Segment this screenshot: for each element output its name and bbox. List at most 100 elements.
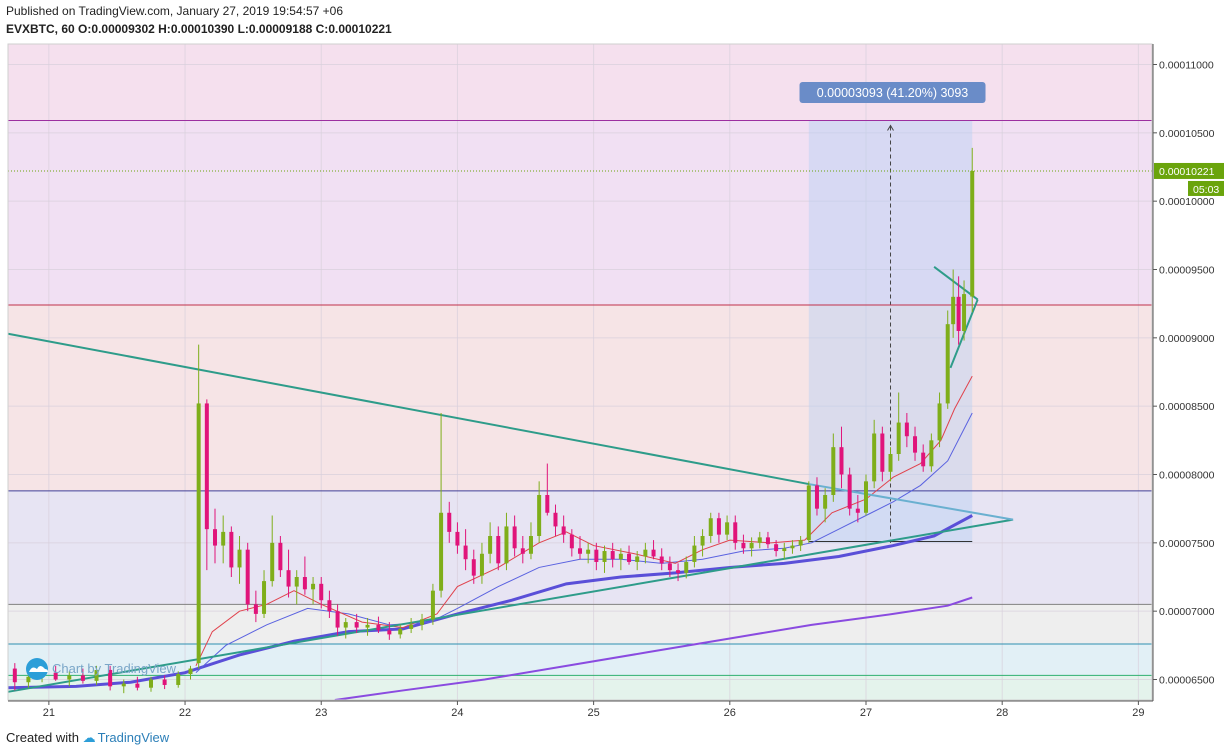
candle-body xyxy=(135,683,140,688)
y-tick-label: 0.00010000 xyxy=(1159,196,1215,208)
candle-down xyxy=(627,545,632,565)
watermark-text: Chart by TradingView xyxy=(52,661,177,676)
measure-arrowhead xyxy=(887,124,894,131)
x-tick-label: 27 xyxy=(860,707,872,719)
candle-body xyxy=(504,526,509,564)
candle-body xyxy=(53,672,58,680)
candle-body xyxy=(496,536,501,564)
trendline[interactable] xyxy=(808,483,1014,521)
candle-body xyxy=(700,536,705,546)
candle-body xyxy=(913,436,918,453)
candle-down xyxy=(520,536,525,564)
candle-up xyxy=(643,542,648,564)
candle-up xyxy=(692,536,697,568)
candle-body xyxy=(847,474,852,509)
ma-thick-line xyxy=(7,514,973,690)
candle-up xyxy=(864,474,868,516)
candle-body xyxy=(888,454,893,472)
candle-body xyxy=(471,559,476,576)
candle-body xyxy=(814,485,819,509)
candle-body xyxy=(676,570,681,573)
candle-up xyxy=(806,481,811,543)
candle-up xyxy=(635,551,640,571)
candle-up xyxy=(586,542,591,564)
candle-up xyxy=(962,280,967,341)
candle-up xyxy=(430,583,435,625)
candle-down xyxy=(253,590,258,623)
candle-body xyxy=(512,526,517,549)
candle-up xyxy=(700,529,705,557)
candle-down xyxy=(733,515,738,550)
candle-body xyxy=(956,296,961,331)
candle-body xyxy=(951,296,956,325)
candle-body xyxy=(684,561,689,573)
candle-body xyxy=(823,495,828,509)
candle-body xyxy=(520,548,525,554)
trendline-layer[interactable] xyxy=(7,265,1014,693)
candle-up xyxy=(488,522,493,564)
x-tick-label: 29 xyxy=(1132,707,1144,719)
candle-body xyxy=(937,403,942,441)
candle-up xyxy=(757,531,762,549)
candle-body xyxy=(872,433,877,482)
candle-up xyxy=(823,488,828,523)
x-tick-label: 25 xyxy=(587,707,599,719)
candle-down xyxy=(765,531,770,549)
candle-body xyxy=(196,403,201,664)
candle-down xyxy=(839,426,844,489)
candle-up xyxy=(749,537,754,557)
price-axis[interactable]: 0.00006500 0.00007000 0.00007500 0.00008000… xyxy=(1153,60,1224,687)
candle-up xyxy=(365,618,370,636)
measure-label-bg xyxy=(799,82,986,103)
y-tick-label: 0.00006500 xyxy=(1159,675,1215,687)
candle-body xyxy=(782,548,787,552)
candle-up xyxy=(504,512,509,571)
ohlc-header: EVXBTC, 60 O:0.00009302 H:0.00010390 L:0… xyxy=(6,22,392,36)
measure-label: 0.00003093 (41.20%) 3093 xyxy=(817,86,969,100)
symbol-label: EVXBTC, 60 xyxy=(6,22,75,36)
candle-body xyxy=(278,542,283,571)
candle-up xyxy=(188,665,193,680)
y-tick-label: 0.00007000 xyxy=(1159,606,1215,618)
candle-body xyxy=(463,545,468,560)
candle-down xyxy=(904,413,909,448)
zone-layer xyxy=(8,44,1152,700)
candle-down xyxy=(496,526,501,571)
y-tick-label: 0.00010500 xyxy=(1159,128,1215,140)
x-tick-label: 28 xyxy=(996,707,1008,719)
candle-up xyxy=(929,433,934,472)
candle-body xyxy=(409,624,414,629)
candle-body xyxy=(176,674,181,685)
candle-down xyxy=(447,501,452,543)
candle-body xyxy=(149,679,153,688)
candle-up xyxy=(270,515,275,587)
y-tick-label: 0.00011000 xyxy=(1159,60,1214,72)
low-label: L: xyxy=(237,22,249,36)
candle-body xyxy=(945,324,950,404)
x-tick-label: 23 xyxy=(315,707,327,719)
candle-up xyxy=(782,542,787,560)
footer-brand[interactable]: TradingView xyxy=(97,730,170,745)
candle-down xyxy=(659,548,664,571)
candle-body xyxy=(774,544,779,552)
candle-body xyxy=(667,563,672,571)
time-axis[interactable]: 21 22 23 24 25 26 27 28 29 xyxy=(43,701,1145,719)
candle-down xyxy=(376,616,381,634)
candle-body xyxy=(765,537,770,545)
candle-body xyxy=(455,531,460,546)
candle-body xyxy=(335,611,340,628)
candle-body xyxy=(692,545,697,562)
candle-body xyxy=(245,549,250,605)
candle-body xyxy=(970,170,975,297)
trendline[interactable] xyxy=(7,518,1014,693)
candle-body xyxy=(26,676,31,683)
candle-body xyxy=(708,518,713,536)
candle-up xyxy=(409,618,414,634)
trendline[interactable] xyxy=(7,332,809,486)
candle-body xyxy=(962,294,967,331)
candle-body xyxy=(343,622,348,628)
candle-body xyxy=(651,549,656,557)
candle-body xyxy=(569,534,574,549)
candle-body xyxy=(286,570,291,587)
